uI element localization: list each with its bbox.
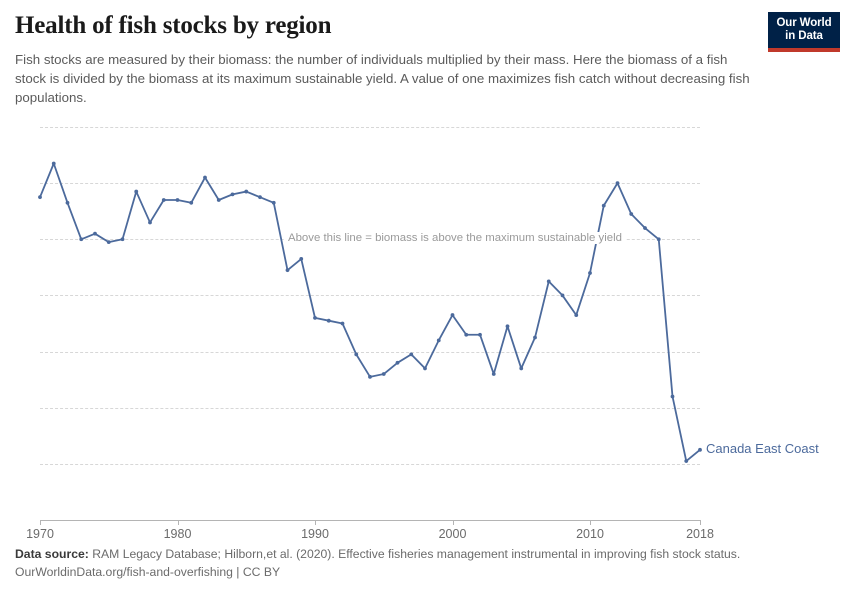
x-axis-tick-mark	[40, 520, 41, 525]
x-axis-tick-label: 1980	[163, 527, 192, 541]
data-point[interactable]	[698, 447, 702, 452]
data-point[interactable]	[161, 198, 166, 202]
logo-line-2: in Data	[785, 30, 823, 43]
data-point[interactable]	[409, 352, 414, 357]
data-point[interactable]	[656, 237, 661, 242]
data-point[interactable]	[299, 257, 304, 261]
data-point[interactable]	[601, 203, 606, 208]
data-point[interactable]	[120, 237, 125, 242]
license-line[interactable]: OurWorldinData.org/fish-and-overfishing …	[15, 565, 281, 580]
data-point[interactable]	[546, 279, 551, 284]
chart-footer: Data source: RAM Legacy Database; Hilbor…	[15, 545, 835, 582]
data-point[interactable]	[684, 459, 689, 463]
x-axis-tick-mark	[177, 520, 179, 525]
x-axis-tick-mark	[590, 520, 591, 525]
data-point[interactable]	[519, 366, 524, 371]
data-point[interactable]	[148, 220, 152, 225]
series-line	[39, 162, 701, 462]
data-point[interactable]	[629, 212, 634, 216]
x-axis-tick-label: 2018	[686, 527, 714, 541]
data-point[interactable]	[189, 200, 194, 205]
data-point[interactable]	[175, 198, 180, 202]
series-label-canada-east-coast[interactable]: Canada East Coast	[706, 440, 819, 456]
chart-container: 00.20.40.60.811.21.4 Above this line = b…	[0, 110, 850, 541]
data-point[interactable]	[285, 268, 290, 273]
data-point[interactable]	[368, 374, 372, 379]
gridline-0.8	[40, 295, 700, 297]
msy-annotation: Above this line = biomass is above the m…	[285, 232, 625, 245]
x-axis-tick-mark	[452, 520, 454, 525]
plot-area: 00.20.40.60.811.21.4 Above this line = b…	[38, 127, 819, 520]
data-point[interactable]	[574, 313, 579, 317]
gridline-1.2	[40, 183, 700, 185]
data-point[interactable]	[491, 372, 496, 376]
data-point[interactable]	[464, 332, 469, 337]
data-point[interactable]	[313, 315, 317, 320]
x-axis-tick-mark	[700, 520, 701, 525]
x-axis-tick-mark	[315, 520, 316, 525]
data-point[interactable]	[258, 195, 262, 200]
chart-subtitle: Fish stocks are measured by their biomas…	[15, 51, 750, 105]
data-point[interactable]	[643, 226, 647, 230]
x-axis-tick-label: 2010	[576, 527, 604, 541]
gridline-0.4	[40, 407, 700, 409]
data-point[interactable]	[340, 321, 345, 326]
data-point[interactable]	[271, 200, 276, 205]
logo-line-1: Our World	[776, 17, 832, 29]
gridline-1.4	[40, 127, 700, 128]
gridline-0.6	[40, 351, 700, 353]
data-point[interactable]	[203, 175, 207, 180]
gridline-0.2	[40, 463, 700, 465]
x-axis-tick-label: 2000	[438, 527, 467, 541]
chart-header: Health of fish stocks by region Fish sto…	[15, 12, 755, 107]
x-axis-line	[40, 520, 700, 521]
data-point[interactable]	[478, 332, 482, 337]
data-point[interactable]	[326, 318, 331, 323]
data-source-label: Data source:	[15, 547, 89, 561]
data-point[interactable]	[436, 338, 441, 343]
data-source-line: Data source: RAM Legacy Database; Hilbor…	[15, 545, 835, 563]
data-point[interactable]	[505, 324, 510, 329]
data-point[interactable]	[93, 231, 97, 236]
data-point[interactable]	[354, 352, 359, 357]
data-point[interactable]	[106, 240, 111, 244]
data-point[interactable]	[51, 161, 56, 166]
data-point[interactable]	[533, 335, 537, 340]
data-point[interactable]	[423, 366, 427, 371]
data-point[interactable]	[450, 313, 455, 317]
data-point[interactable]	[65, 200, 70, 205]
data-point[interactable]	[588, 271, 592, 275]
data-point[interactable]	[244, 189, 249, 194]
line-series-svg	[38, 161, 702, 463]
data-point[interactable]	[216, 198, 221, 202]
data-point[interactable]	[615, 181, 620, 186]
data-point[interactable]	[79, 237, 84, 242]
data-point[interactable]	[560, 293, 565, 298]
data-point[interactable]	[670, 394, 675, 399]
data-point[interactable]	[395, 360, 400, 365]
data-source-text: RAM Legacy Database; Hilborn,et al. (202…	[92, 547, 741, 561]
data-point[interactable]	[134, 189, 139, 194]
data-point[interactable]	[38, 195, 42, 200]
page-title: Health of fish stocks by region	[15, 12, 332, 39]
our-world-in-data-logo[interactable]: Our World in Data	[768, 12, 840, 52]
data-point[interactable]	[381, 372, 386, 376]
x-axis-tick-label: 1970	[26, 527, 54, 541]
data-point[interactable]	[230, 192, 235, 197]
x-axis-tick-label: 1990	[301, 527, 329, 541]
